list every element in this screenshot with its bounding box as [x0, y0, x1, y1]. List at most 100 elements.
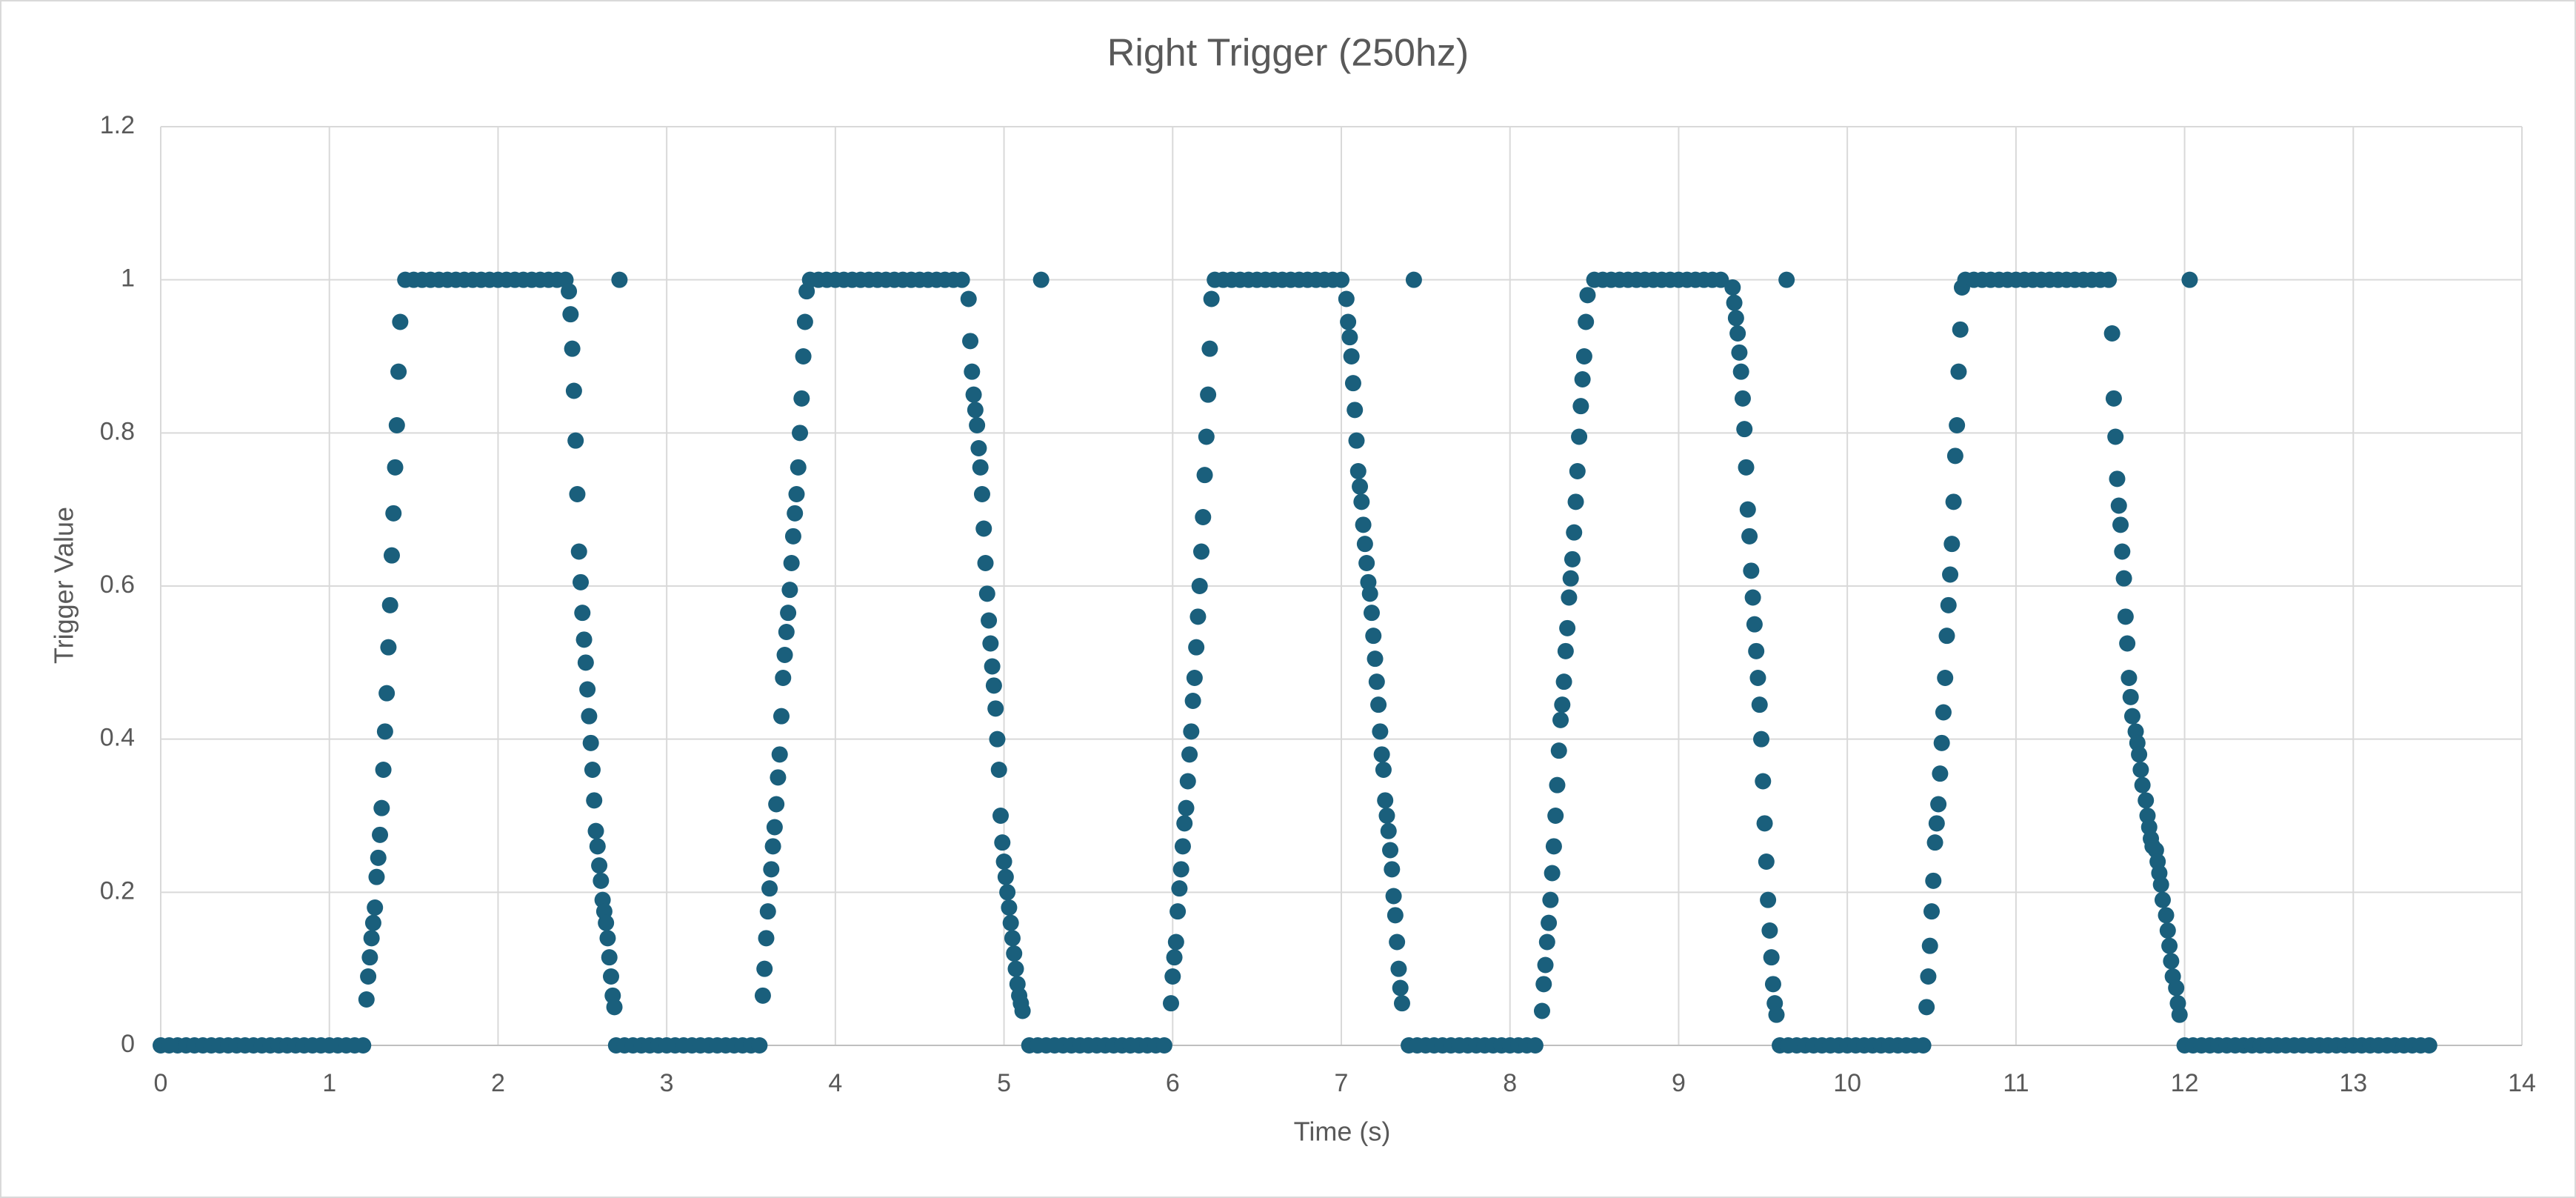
data-point: [1557, 642, 1574, 659]
data-point: [1171, 880, 1188, 897]
data-point: [1198, 428, 1215, 445]
data-point: [1361, 585, 1378, 602]
data-point: [773, 708, 790, 725]
x-tick-label: 8: [1503, 1069, 1517, 1097]
data-point: [1932, 765, 1949, 782]
data-point: [586, 792, 603, 809]
x-tick-label: 0: [154, 1069, 168, 1097]
data-point: [1363, 605, 1380, 622]
data-point: [1542, 891, 1559, 908]
data-point: [787, 505, 804, 522]
data-point: [1571, 428, 1588, 445]
data-point: [1942, 566, 1959, 583]
data-point: [1547, 808, 1564, 824]
data-point: [564, 340, 581, 357]
data-point: [2138, 792, 2155, 809]
data-point: [1920, 968, 1937, 985]
data-point: [388, 417, 405, 433]
data-point: [1538, 934, 1555, 951]
y-tick-label: 0.4: [100, 724, 135, 752]
data-point: [1561, 589, 1578, 606]
data-point: [385, 505, 402, 522]
data-point: [599, 930, 616, 947]
data-point: [1749, 670, 1766, 686]
data-point: [1764, 976, 1781, 993]
data-point: [562, 306, 579, 323]
data-point: [383, 547, 400, 564]
data-point: [1564, 550, 1581, 568]
data-point: [589, 838, 606, 855]
data-point: [561, 283, 578, 300]
data-point: [2122, 688, 2139, 705]
data-point: [989, 731, 1006, 748]
data-point: [987, 700, 1004, 717]
data-point: [780, 605, 797, 622]
data-point: [1758, 853, 1775, 870]
data-point: [1176, 815, 1193, 832]
x-axis-title: Time (s): [1294, 1117, 1391, 1147]
data-point: [754, 987, 771, 1004]
data-point: [1353, 493, 1370, 510]
data-point: [967, 402, 984, 419]
data-point: [569, 486, 586, 502]
data-point: [953, 271, 970, 288]
data-point: [372, 826, 389, 843]
data-point: [796, 313, 813, 330]
data-point: [984, 658, 1001, 675]
data-point: [1741, 528, 1758, 545]
data-point: [1550, 742, 1567, 759]
data-point: [1370, 696, 1387, 713]
x-tick-label: 3: [660, 1069, 674, 1097]
y-tick-label: 1.2: [100, 111, 135, 139]
data-point: [1763, 949, 1780, 966]
data-point: [1569, 463, 1586, 479]
data-point: [1933, 734, 1950, 751]
data-point: [1385, 888, 1402, 905]
data-point: [1347, 402, 1364, 419]
y-tick-label: 0.6: [100, 570, 135, 599]
data-point: [1389, 934, 1406, 951]
data-point: [1340, 313, 1357, 330]
data-point: [2100, 271, 2118, 288]
x-tick-label: 5: [997, 1069, 1011, 1097]
data-point: [567, 432, 584, 449]
data-point: [751, 1037, 768, 1054]
data-point: [2161, 937, 2178, 954]
data-point: [1344, 375, 1361, 392]
data-point: [360, 968, 377, 985]
data-point: [1734, 390, 1751, 407]
data-point: [756, 960, 773, 977]
data-point: [2159, 922, 2176, 939]
data-point: [764, 838, 781, 855]
data-point: [1200, 386, 1217, 403]
data-point: [1032, 271, 1050, 288]
data-point: [1004, 930, 1021, 947]
data-point: [1567, 493, 1584, 510]
data-point: [1372, 723, 1389, 740]
data-point: [1566, 524, 1583, 541]
data-point: [1925, 872, 1942, 889]
data-point: [778, 624, 795, 640]
data-point: [2154, 891, 2171, 908]
data-point: [2181, 271, 2198, 288]
data-point: [1375, 762, 1392, 778]
data-point: [999, 884, 1016, 901]
data-point: [1390, 960, 1407, 977]
data-point: [1169, 903, 1187, 920]
data-point: [358, 991, 375, 1008]
data-point: [1736, 421, 1753, 438]
data-point: [1756, 815, 1773, 832]
x-tick-label: 7: [1335, 1069, 1349, 1097]
x-tick-label: 6: [1166, 1069, 1180, 1097]
data-point: [960, 290, 977, 307]
data-point: [2171, 1006, 2188, 1023]
data-point: [1183, 723, 1200, 740]
x-tick-label: 11: [2003, 1069, 2029, 1097]
data-point: [997, 868, 1014, 885]
data-point: [1768, 1006, 1785, 1023]
data-point: [1731, 344, 1748, 361]
data-point: [1348, 432, 1365, 449]
data-point: [381, 596, 398, 613]
data-point: [1946, 447, 1963, 465]
